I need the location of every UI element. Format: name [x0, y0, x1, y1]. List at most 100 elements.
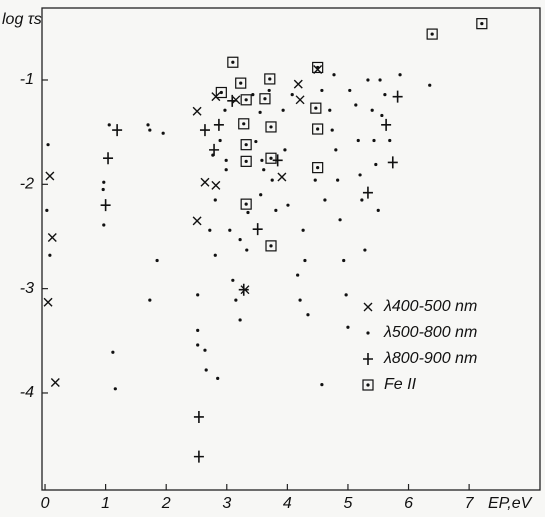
- point: [112, 124, 123, 137]
- square-dot: [269, 125, 273, 129]
- square-dot: [244, 159, 248, 163]
- square-dot: [231, 60, 235, 64]
- point: [270, 178, 274, 182]
- plot-frame: [41, 7, 541, 491]
- point: [148, 128, 152, 132]
- dot-marker: [46, 143, 50, 147]
- dot-marker: [251, 92, 255, 97]
- dot-marker: [332, 73, 336, 77]
- dot-marker: [161, 131, 165, 135]
- point: [103, 152, 114, 165]
- point: [216, 376, 220, 380]
- plus-marker: [112, 124, 123, 137]
- dot-marker: [102, 180, 106, 184]
- square-dot: [366, 383, 370, 387]
- point: [262, 168, 266, 172]
- dot-marker: [356, 138, 360, 143]
- point: [380, 113, 384, 118]
- x-tick-label: 1: [101, 495, 110, 512]
- square-dot: [244, 98, 248, 102]
- square-marker: [235, 77, 247, 89]
- dot-marker: [383, 92, 387, 97]
- y-axis-label: log τs: [2, 11, 42, 28]
- square-marker: [476, 18, 488, 30]
- x-tick-label: 4: [283, 495, 292, 512]
- dot-marker: [398, 73, 402, 77]
- point: [111, 350, 115, 354]
- legend-label: Fe II: [384, 376, 417, 393]
- point: [376, 208, 380, 212]
- point: [209, 143, 220, 156]
- square-dot: [316, 127, 320, 131]
- point: [336, 178, 340, 182]
- point: [295, 95, 305, 105]
- dot-marker: [303, 258, 307, 263]
- legend-label: λ500-800 nm: [383, 324, 477, 341]
- point: [192, 106, 202, 116]
- point: [334, 148, 338, 152]
- y-tick-label: -4: [20, 384, 34, 401]
- point: [356, 138, 360, 143]
- dot-marker: [428, 83, 432, 87]
- x-marker: [43, 297, 53, 307]
- point: [476, 18, 488, 30]
- point: [107, 123, 111, 127]
- square-marker: [240, 139, 252, 151]
- dot-marker: [238, 238, 242, 242]
- square-marker: [240, 155, 252, 167]
- point: [240, 94, 252, 106]
- point: [101, 187, 105, 192]
- point: [193, 450, 204, 463]
- square-dot: [269, 156, 273, 160]
- point: [283, 148, 287, 152]
- point: [426, 28, 438, 40]
- dot-marker: [376, 208, 380, 212]
- point: [320, 88, 324, 93]
- x-marker: [363, 302, 373, 312]
- dot-marker: [258, 110, 262, 114]
- plus-marker: [381, 118, 392, 131]
- point: [312, 123, 324, 135]
- dot-marker: [313, 178, 317, 182]
- point: [312, 61, 324, 74]
- legend-symbol: [366, 331, 370, 335]
- point: [383, 92, 387, 97]
- point: [46, 143, 50, 147]
- point: [344, 293, 348, 297]
- point: [338, 218, 342, 222]
- square-dot: [268, 77, 272, 81]
- dot-marker: [231, 278, 235, 282]
- point: [148, 298, 152, 302]
- square-marker: [227, 56, 239, 68]
- point: [100, 199, 111, 212]
- point: [354, 103, 358, 107]
- dot-marker: [102, 223, 106, 227]
- square-marker: [312, 123, 324, 135]
- x-marker: [192, 216, 202, 226]
- point: [320, 383, 324, 387]
- point: [366, 78, 370, 82]
- point: [193, 410, 204, 423]
- x-marker: [47, 233, 57, 243]
- point: [360, 198, 364, 202]
- point: [196, 293, 200, 297]
- point: [265, 152, 277, 164]
- x-marker: [192, 106, 202, 116]
- point: [238, 118, 250, 130]
- x-marker: [50, 378, 60, 388]
- dot-marker: [113, 387, 117, 391]
- point: [332, 73, 336, 77]
- point: [228, 228, 232, 232]
- point: [45, 208, 49, 212]
- dot-marker: [286, 203, 290, 207]
- dot-marker: [290, 92, 294, 97]
- dot-marker: [259, 193, 263, 197]
- dot-marker: [370, 108, 374, 112]
- dot-marker: [366, 331, 370, 335]
- point: [196, 328, 200, 332]
- point: [227, 94, 238, 107]
- x-marker: [45, 171, 55, 181]
- dot-marker: [111, 350, 115, 354]
- legend-symbol: [362, 379, 374, 391]
